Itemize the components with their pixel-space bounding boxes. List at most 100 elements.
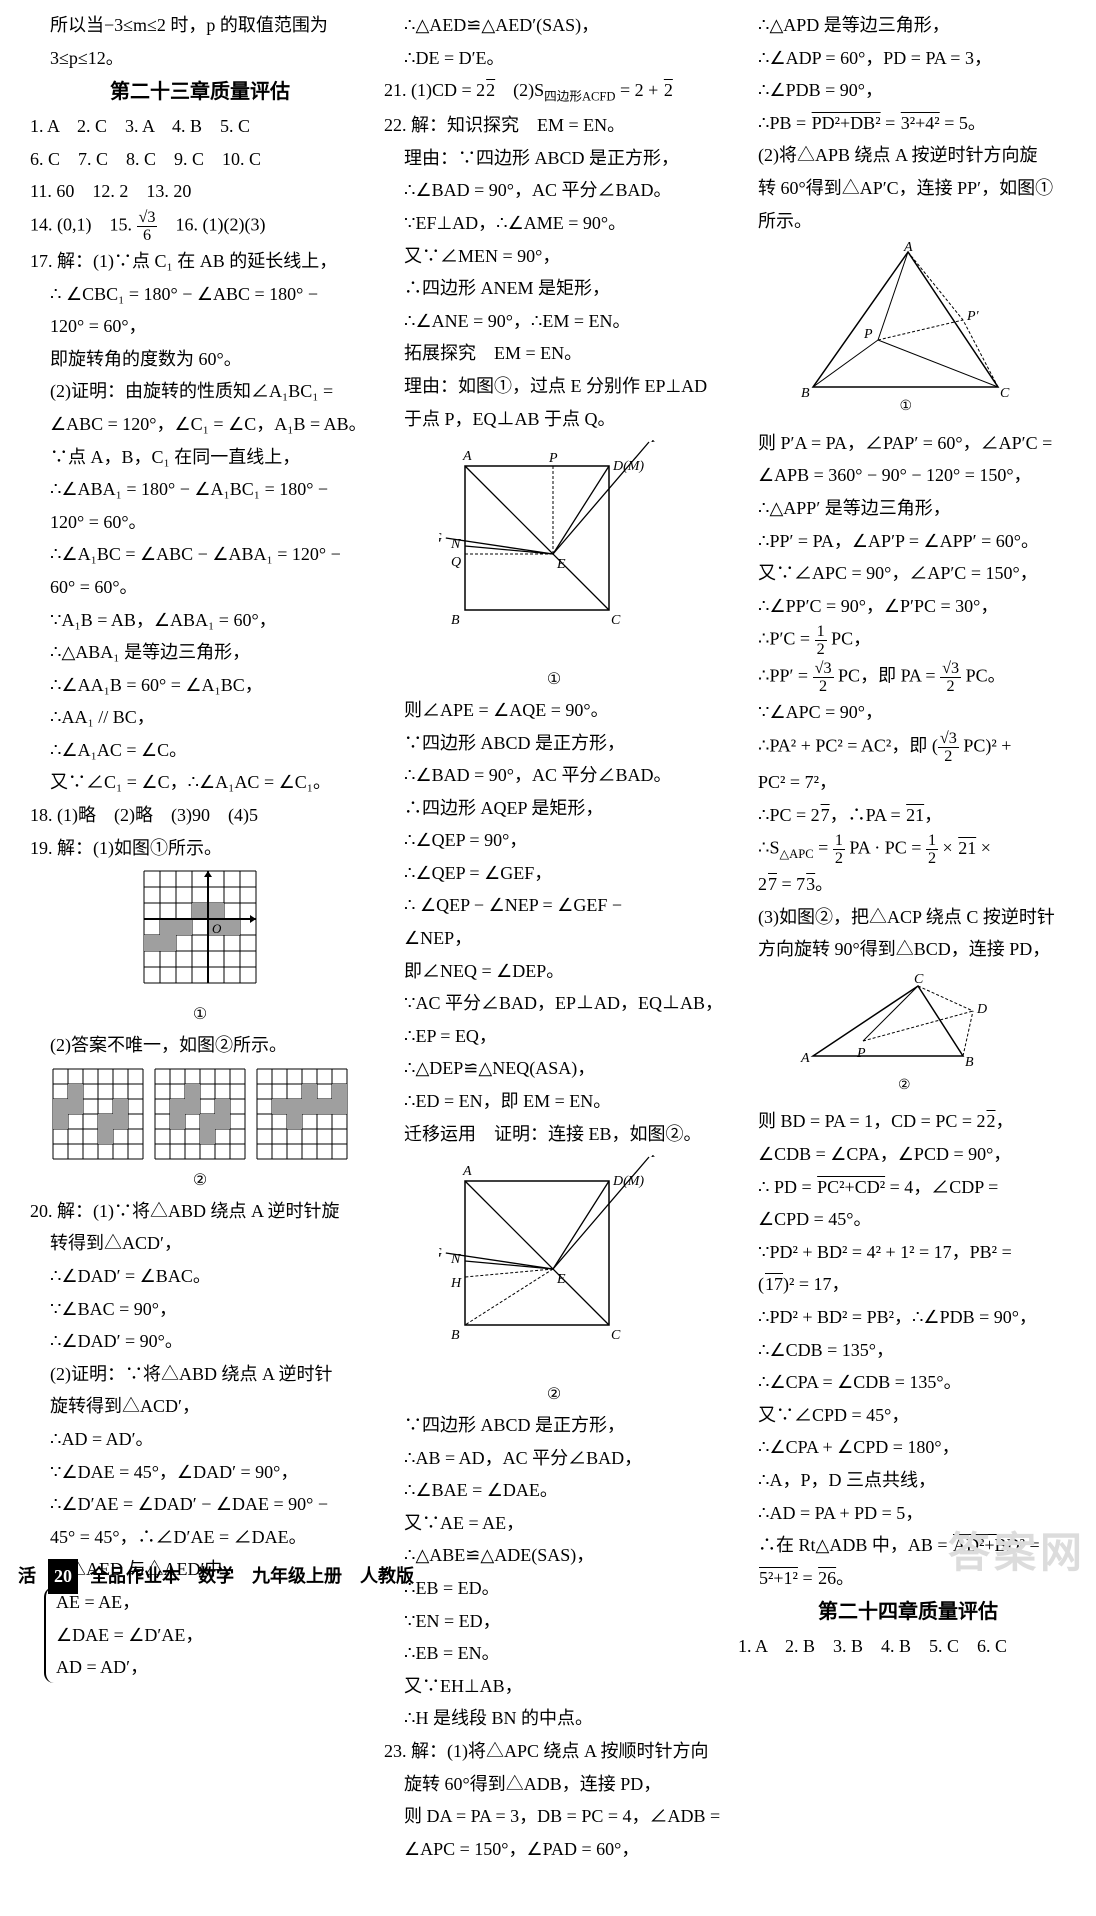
text-line: 又∵∠MEN = 90°， bbox=[384, 241, 724, 272]
svg-text:H: H bbox=[450, 1276, 462, 1291]
text-line: 又∵∠C₁ = ∠C，∴∠A₁AC = ∠C₁。 bbox=[30, 767, 370, 798]
text-line: ② bbox=[384, 1381, 724, 1408]
text-line: ∴∠CDB = 135°， bbox=[738, 1335, 1078, 1366]
text-line: ∵A₁B = AB，∠ABA₁ = 60°， bbox=[30, 605, 370, 636]
text-line: ∵PD² + BD² = 4² + 1² = 17，PB² = bbox=[738, 1237, 1078, 1268]
square-figure-2: ABCD(M)FGENH bbox=[384, 1155, 724, 1375]
text-line: ∴ ∠CBC₁ = 180° − ∠ABC = 180° − bbox=[30, 279, 370, 310]
text-line: 方向旋转 90°得到△BCD，连接 PD， bbox=[738, 934, 1078, 965]
text-line: ∴在 Rt△ADB 中，AB = AD²+BD² = bbox=[738, 1530, 1078, 1561]
svg-text:C: C bbox=[611, 1328, 621, 1343]
text-line: 理由：∵四边形 ABCD 是正方形， bbox=[384, 143, 724, 174]
text-line: 则 P′A = PA，∠PAP′ = 60°，∠AP′C = bbox=[738, 428, 1078, 459]
svg-text:F: F bbox=[650, 440, 660, 446]
text-line: ∵∠APC = 90°， bbox=[738, 697, 1078, 728]
square-figure-1: ABCD(M)FGEPQN bbox=[384, 440, 724, 660]
text-line: 60° = 60°。 bbox=[30, 572, 370, 603]
text-line: ∵四边形 ABCD 是正方形， bbox=[384, 728, 724, 759]
svg-text:B: B bbox=[965, 1055, 974, 1070]
text-line: 1. A 2. C 3. A 4. B 5. C bbox=[30, 111, 370, 142]
text-line: ∴AB = AD，AC 平分∠BAD， bbox=[384, 1443, 724, 1474]
svg-text:C: C bbox=[1000, 386, 1010, 401]
text-line: ∴∠DAD′ = ∠BAC。 bbox=[30, 1261, 370, 1292]
text-line: 又∵∠APC = 90°，∠AP′C = 150°， bbox=[738, 558, 1078, 589]
page-footer: 活 20 全品作业本 数学 九年级上册 人教版 bbox=[0, 1559, 1096, 1594]
text-line: ∵∠BAC = 90°， bbox=[30, 1294, 370, 1325]
text-line: ∴A，P，D 三点共线， bbox=[738, 1465, 1078, 1496]
text-line: 20. 解：(1)∵将△ABD 绕点 A 逆时针旋 bbox=[30, 1196, 370, 1227]
text-line: ∵四边形 ABCD 是正方形， bbox=[384, 1410, 724, 1441]
text-line: 转得到△ACD′， bbox=[30, 1228, 370, 1259]
equation-brace: AE = AE，∠DAE = ∠D′AE，AD = AD′， bbox=[44, 1587, 370, 1683]
text-line: ② bbox=[30, 1167, 370, 1194]
grid-figure-1: O bbox=[30, 869, 370, 995]
text-line: 又∵∠CPD = 45°， bbox=[738, 1400, 1078, 1431]
svg-text:Q: Q bbox=[451, 555, 461, 570]
svg-text:A: A bbox=[462, 1164, 472, 1179]
text-line: ∴∠QEP = 90°， bbox=[384, 825, 724, 856]
text-line: ∴PP′ = √32 PC，即 PA = √32 PC。 bbox=[738, 660, 1078, 695]
text-line: ∴△APD 是等边三角形， bbox=[738, 10, 1078, 41]
text-line: ∴四边形 AQEP 是矩形， bbox=[384, 793, 724, 824]
text-line: ∵∠DAE = 45°，∠DAD′ = 90°， bbox=[30, 1457, 370, 1488]
text-line: ∴H 是线段 BN 的中点。 bbox=[384, 1703, 724, 1734]
text-line: ∴AD = AD′。 bbox=[30, 1424, 370, 1455]
text-line: 第二十三章质量评估 bbox=[30, 75, 370, 109]
svg-text:B: B bbox=[451, 613, 460, 628]
text-line: ∴EB = EN。 bbox=[384, 1638, 724, 1669]
text-line: ∴∠ABA₁ = 180° − ∠A₁BC₁ = 180° − bbox=[30, 474, 370, 505]
text-line: 6. C 7. C 8. C 9. C 10. C bbox=[30, 144, 370, 175]
text-line: 27 = 73。 bbox=[738, 869, 1078, 900]
text-line: 120° = 60°， bbox=[30, 311, 370, 342]
footer-prefix: 活 bbox=[18, 1561, 36, 1592]
text-line: ∴∠QEP = ∠GEF， bbox=[384, 858, 724, 889]
text-line: 即旋转角的度数为 60°。 bbox=[30, 344, 370, 375]
text-line: ∴ED = EN，即 EM = EN。 bbox=[384, 1086, 724, 1117]
text-line: ∴∠D′AE = ∠DAD′ − ∠DAE = 90° − bbox=[30, 1489, 370, 1520]
text-line: AD = AD′， bbox=[56, 1652, 370, 1683]
svg-text:②: ② bbox=[898, 1078, 911, 1091]
text-line: ∠DAE = ∠D′AE， bbox=[56, 1620, 370, 1651]
text-line: ∴PA² + PC² = AC²，即 (√32 PC)² + bbox=[738, 730, 1078, 765]
text-line: ∴P′C = 12 PC， bbox=[738, 623, 1078, 658]
text-line: 则 BD = PA = 1，CD = PC = 22， bbox=[738, 1106, 1078, 1137]
svg-text:G: G bbox=[439, 531, 442, 546]
text-line: (17)² = 17， bbox=[738, 1269, 1078, 1300]
text-line: (2)答案不唯一，如图②所示。 bbox=[30, 1030, 370, 1061]
text-line: ∠APB = 360° − 90° − 120° = 150°， bbox=[738, 460, 1078, 491]
svg-text:D: D bbox=[976, 1002, 987, 1017]
text-line: ∴EP = EQ， bbox=[384, 1021, 724, 1052]
svg-text:N: N bbox=[450, 537, 461, 552]
text-line: 则 DA = PA = 3，DB = PC = 4，∠ADB = bbox=[384, 1801, 724, 1832]
svg-text:B: B bbox=[801, 386, 810, 401]
text-line: ∴∠CPA = ∠CDB = 135°。 bbox=[738, 1367, 1078, 1398]
text-line: ∴∠PP′C = 90°，∠P′PC = 30°， bbox=[738, 591, 1078, 622]
page-columns: 所以当−3≤m≤2 时，p 的取值范围为3≤p≤12。第二十三章质量评估1. A… bbox=[0, 0, 1096, 1916]
text-line: ∴∠BAD = 90°，AC 平分∠BAD。 bbox=[384, 760, 724, 791]
text-line: 21. (1)CD = 22 (2)S四边形ACFD = 2 + 2 bbox=[384, 75, 724, 108]
svg-text:G: G bbox=[439, 1246, 442, 1261]
text-line: ∴ PD = PC²+CD² = 4，∠CDP = bbox=[738, 1172, 1078, 1203]
text-line: ① bbox=[384, 666, 724, 693]
svg-text:P: P bbox=[548, 451, 558, 466]
text-line: ∴∠CPA + ∠CPD = 180°， bbox=[738, 1432, 1078, 1463]
text-line: 1. A 2. B 3. B 4. B 5. C 6. C bbox=[738, 1631, 1078, 1662]
svg-text:P: P bbox=[863, 327, 873, 342]
text-line: ① bbox=[30, 1001, 370, 1028]
text-line: ∴四边形 ANEM 是矩形， bbox=[384, 273, 724, 304]
text-line: 14. (0,1) 15. √36 16. (1)(2)(3) bbox=[30, 209, 370, 244]
text-line: ∠NEP， bbox=[384, 923, 724, 954]
svg-text:E: E bbox=[556, 1272, 566, 1287]
svg-text:O: O bbox=[212, 921, 222, 936]
text-line: 于点 P，EQ⊥AB 于点 Q。 bbox=[384, 404, 724, 435]
svg-text:C: C bbox=[611, 613, 621, 628]
text-line: 11. 60 12. 2 13. 20 bbox=[30, 176, 370, 207]
text-line: ∴∠BAD = 90°，AC 平分∠BAD。 bbox=[384, 175, 724, 206]
svg-text:C: C bbox=[914, 972, 924, 987]
text-line: 23. 解：(1)将△APC 绕点 A 按顺时针方向 bbox=[384, 1736, 724, 1767]
text-line: ∠CDB = ∠CPA，∠PCD = 90°， bbox=[738, 1139, 1078, 1170]
text-line: ∴S△APC = 12 PA · PC = 12 × 21 × bbox=[738, 832, 1078, 867]
text-line: ∴∠A₁BC = ∠ABC − ∠ABA₁ = 120° − bbox=[30, 539, 370, 570]
text-line: ∴△APP′ 是等边三角形， bbox=[738, 493, 1078, 524]
text-line: ∴△ABA₁ 是等边三角形， bbox=[30, 637, 370, 668]
